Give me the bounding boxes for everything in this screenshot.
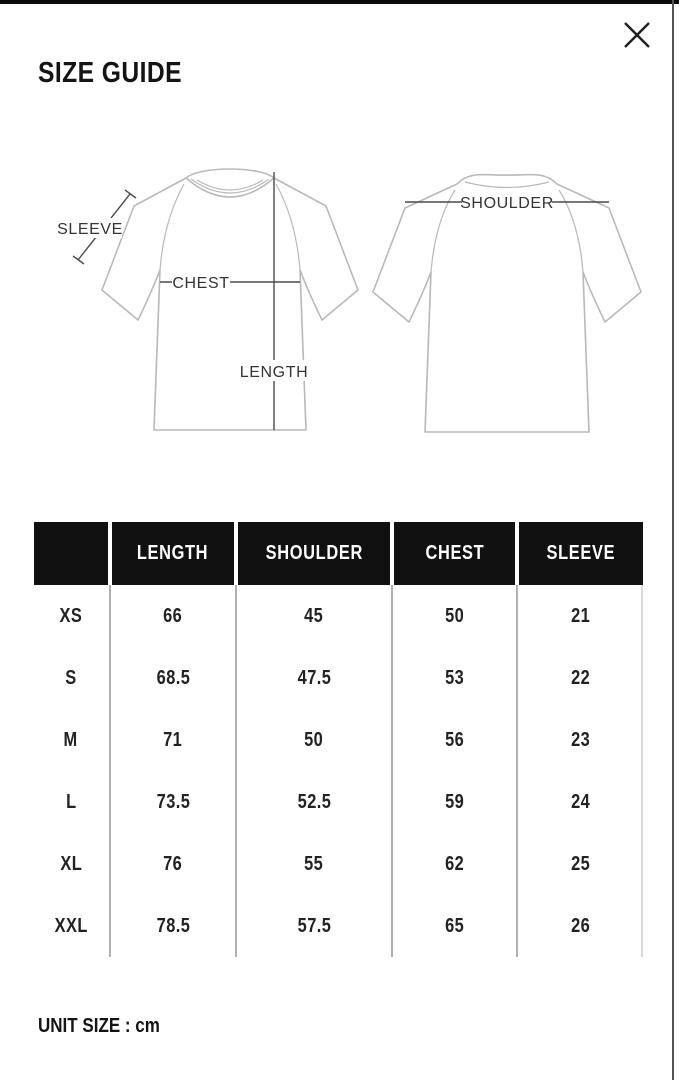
size-cell: S: [65, 666, 77, 689]
value-cell: 26: [571, 914, 591, 937]
table-row-s: S 68.5 47.5 53 22: [34, 647, 643, 709]
column-separator: [235, 585, 237, 957]
value-cell: 76: [163, 852, 183, 875]
tshirt-back-diagram: SHOULDER: [372, 173, 642, 433]
table-row-m: M 71 50 56 23: [34, 709, 643, 771]
table-right-edge: [641, 585, 643, 957]
value-cell: 25: [571, 852, 591, 875]
size-table-header: LENGTH SHOULDER CHEST SLEEVE: [34, 522, 643, 585]
size-cell: XL: [60, 852, 82, 875]
measurement-diagrams: SLEEVE CHEST LENGTH SHOULDER: [0, 158, 679, 468]
value-cell: 71: [163, 728, 183, 751]
size-cell: XS: [59, 604, 83, 627]
value-cell: 62: [444, 852, 465, 875]
value-cell: 21: [571, 604, 591, 627]
value-cell: 24: [571, 790, 591, 813]
header-cell-length: LENGTH: [112, 522, 234, 585]
column-separator: [516, 585, 518, 957]
value-cell: 78.5: [156, 914, 190, 937]
table-row-l: L 73.5 52.5 59 24: [34, 771, 643, 833]
value-cell: 50: [304, 728, 324, 751]
value-cell: 57.5: [297, 914, 331, 937]
size-cell: XXL: [54, 914, 88, 937]
chest-label: CHEST: [172, 275, 229, 292]
sleeve-label: SLEEVE: [57, 221, 123, 238]
value-cell: 55: [304, 852, 324, 875]
value-cell: 68.5: [156, 666, 190, 689]
close-button[interactable]: [620, 18, 654, 52]
value-cell: 73.5: [156, 790, 190, 813]
length-label: LENGTH: [240, 364, 309, 381]
modal-right-border: [672, 0, 674, 1080]
shoulder-label: SHOULDER: [460, 195, 554, 212]
value-cell: 59: [444, 790, 465, 813]
header-cell-size: [34, 522, 108, 585]
page-title: SIZE GUIDE: [38, 57, 182, 90]
size-table-body: XS 66 45 50 21 S 68.5 47.5 53 22 M 71 50…: [34, 585, 643, 957]
size-cell: L: [65, 790, 77, 813]
value-cell: 22: [571, 666, 591, 689]
column-separator: [109, 585, 111, 957]
header-cell-chest: CHEST: [394, 522, 515, 585]
value-cell: 56: [444, 728, 465, 751]
close-icon: [624, 22, 650, 48]
tshirt-front-diagram: SLEEVE CHEST LENGTH: [57, 168, 359, 431]
value-cell: 45: [304, 604, 324, 627]
header-cell-sleeve: SLEEVE: [519, 522, 643, 585]
value-cell: 47.5: [297, 666, 331, 689]
value-cell: 66: [163, 604, 183, 627]
value-cell: 50: [444, 604, 465, 627]
value-cell: 52.5: [297, 790, 331, 813]
table-row-xl: XL 76 55 62 25: [34, 833, 643, 895]
value-cell: 65: [444, 914, 465, 937]
header-cell-shoulder: SHOULDER: [238, 522, 390, 585]
value-cell: 23: [571, 728, 591, 751]
value-cell: 53: [444, 666, 465, 689]
size-table: LENGTH SHOULDER CHEST SLEEVE XS 66 45 50…: [34, 522, 643, 957]
unit-size-note: UNIT SIZE : cm: [38, 1015, 160, 1037]
top-black-bar: [0, 0, 679, 4]
size-cell: M: [63, 728, 79, 751]
table-row-xxl: XXL 78.5 57.5 65 26: [34, 895, 643, 957]
column-separator: [391, 585, 393, 957]
table-row-xs: XS 66 45 50 21: [34, 585, 643, 647]
